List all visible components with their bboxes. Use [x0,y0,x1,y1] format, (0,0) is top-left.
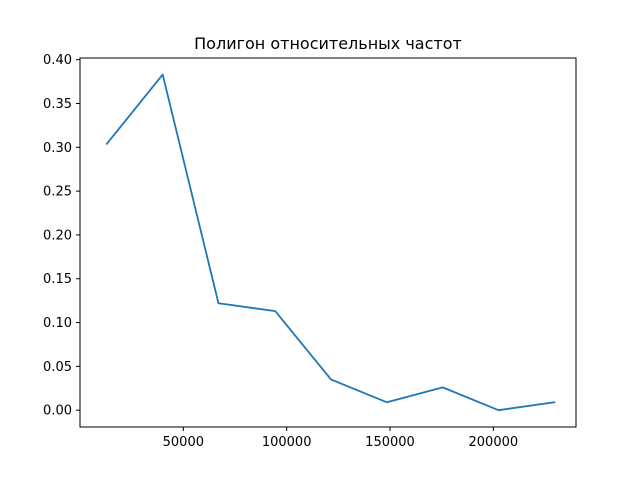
y-axis: 0.00 0.05 0.10 0.15 0.20 0.25 0.30 0.35 0.40 [43,53,80,419]
y-tick-label: 0.20 [43,228,72,243]
x-tick-label: 100000 [262,435,312,450]
x-tick-label: 150000 [365,435,415,450]
axes-frame [79,57,577,428]
series-line [105,73,556,412]
y-tick-label: 0.15 [43,272,72,287]
x-tick-label: 200000 [469,435,519,450]
y-tick-label: 0.40 [43,53,72,68]
x-tick-label: 50000 [163,435,204,450]
y-tick-label: 0.30 [43,141,72,156]
x-axis: 50000 100000 150000 200000 [163,427,518,450]
plot-area [105,73,556,412]
chart-title: Полигон относительных частот [194,34,462,53]
y-tick-label: 0.10 [43,316,72,331]
y-tick-label: 0.00 [43,404,72,419]
y-tick-label: 0.35 [43,97,72,112]
y-tick-label: 0.05 [43,360,72,375]
y-tick-label: 0.25 [43,185,72,200]
